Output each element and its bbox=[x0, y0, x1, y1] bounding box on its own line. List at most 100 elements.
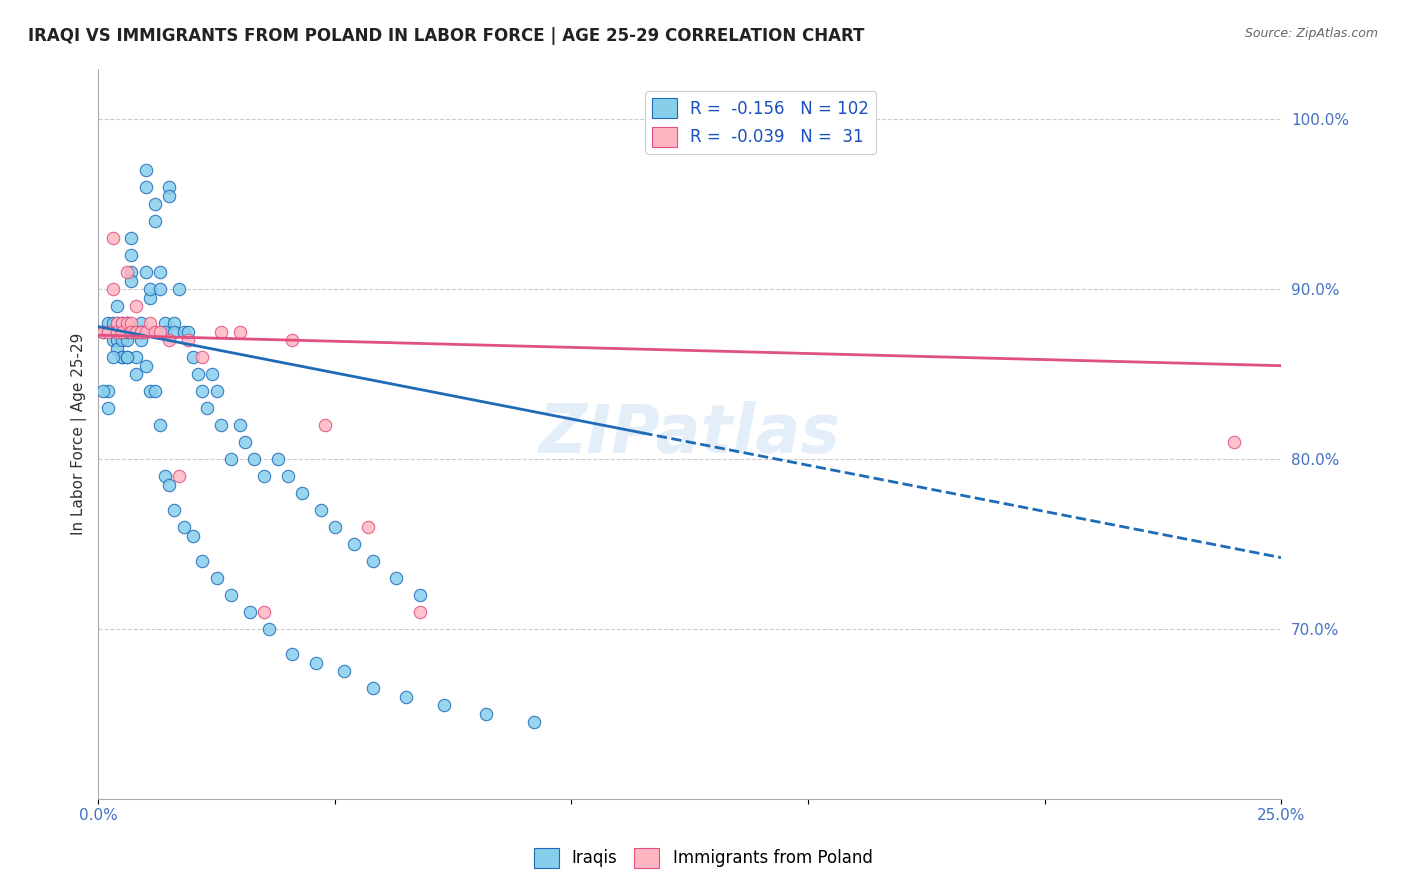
Point bbox=[115, 316, 138, 330]
Point bbox=[149, 265, 172, 279]
Point bbox=[101, 316, 124, 330]
Point bbox=[139, 384, 162, 399]
Point bbox=[91, 325, 114, 339]
Point bbox=[281, 333, 304, 347]
Point bbox=[253, 469, 276, 483]
Point bbox=[111, 350, 134, 364]
Point bbox=[149, 418, 172, 433]
Point bbox=[125, 350, 148, 364]
Point bbox=[121, 274, 143, 288]
Point bbox=[129, 316, 152, 330]
Point bbox=[97, 401, 120, 416]
Point bbox=[101, 231, 124, 245]
Text: ZIPatlas: ZIPatlas bbox=[538, 401, 841, 467]
Point bbox=[191, 350, 214, 364]
Point bbox=[323, 520, 346, 534]
Point bbox=[105, 325, 128, 339]
Point bbox=[314, 418, 336, 433]
Point bbox=[121, 325, 143, 339]
Point bbox=[105, 316, 128, 330]
Point bbox=[97, 325, 120, 339]
Point bbox=[125, 325, 148, 339]
Point bbox=[219, 588, 242, 602]
Point bbox=[267, 452, 290, 467]
Point bbox=[125, 368, 148, 382]
Legend: Iraqis, Immigrants from Poland: Iraqis, Immigrants from Poland bbox=[527, 841, 879, 875]
Point bbox=[129, 325, 152, 339]
Point bbox=[97, 316, 120, 330]
Point bbox=[115, 316, 138, 330]
Point bbox=[105, 299, 128, 313]
Point bbox=[121, 316, 143, 330]
Point bbox=[157, 333, 180, 347]
Point bbox=[167, 469, 190, 483]
Point bbox=[1223, 435, 1246, 450]
Point bbox=[105, 333, 128, 347]
Point bbox=[173, 325, 195, 339]
Point bbox=[143, 197, 166, 211]
Point bbox=[105, 342, 128, 356]
Point bbox=[115, 350, 138, 364]
Point bbox=[115, 265, 138, 279]
Point bbox=[361, 681, 384, 696]
Point bbox=[149, 282, 172, 296]
Point bbox=[101, 282, 124, 296]
Point bbox=[229, 418, 252, 433]
Point bbox=[219, 452, 242, 467]
Point bbox=[111, 325, 134, 339]
Point bbox=[115, 316, 138, 330]
Point bbox=[163, 503, 186, 517]
Point bbox=[129, 325, 152, 339]
Point bbox=[395, 690, 418, 704]
Legend: R =  -0.156   N = 102, R =  -0.039   N =  31: R = -0.156 N = 102, R = -0.039 N = 31 bbox=[645, 92, 876, 153]
Point bbox=[105, 325, 128, 339]
Point bbox=[105, 316, 128, 330]
Point bbox=[181, 350, 204, 364]
Point bbox=[91, 325, 114, 339]
Point bbox=[143, 214, 166, 228]
Point bbox=[305, 656, 328, 670]
Point bbox=[111, 325, 134, 339]
Point bbox=[101, 350, 124, 364]
Point bbox=[111, 325, 134, 339]
Point bbox=[157, 180, 180, 194]
Point bbox=[101, 325, 124, 339]
Point bbox=[157, 189, 180, 203]
Point bbox=[115, 350, 138, 364]
Point bbox=[191, 554, 214, 568]
Point bbox=[139, 282, 162, 296]
Point bbox=[253, 605, 276, 619]
Point bbox=[129, 333, 152, 347]
Point bbox=[153, 469, 176, 483]
Point bbox=[125, 325, 148, 339]
Point bbox=[139, 316, 162, 330]
Point bbox=[333, 665, 356, 679]
Point bbox=[343, 537, 366, 551]
Point bbox=[163, 316, 186, 330]
Point bbox=[111, 333, 134, 347]
Point bbox=[121, 325, 143, 339]
Text: IRAQI VS IMMIGRANTS FROM POLAND IN LABOR FORCE | AGE 25-29 CORRELATION CHART: IRAQI VS IMMIGRANTS FROM POLAND IN LABOR… bbox=[28, 27, 865, 45]
Point bbox=[135, 163, 157, 178]
Point bbox=[149, 325, 172, 339]
Point bbox=[157, 477, 180, 491]
Point bbox=[205, 384, 228, 399]
Point bbox=[97, 384, 120, 399]
Point bbox=[181, 528, 204, 542]
Point bbox=[433, 698, 456, 713]
Point bbox=[135, 359, 157, 373]
Point bbox=[277, 469, 299, 483]
Point bbox=[121, 231, 143, 245]
Point bbox=[125, 325, 148, 339]
Y-axis label: In Labor Force | Age 25-29: In Labor Force | Age 25-29 bbox=[72, 333, 87, 535]
Point bbox=[139, 291, 162, 305]
Text: Source: ZipAtlas.com: Source: ZipAtlas.com bbox=[1244, 27, 1378, 40]
Point bbox=[135, 325, 157, 339]
Point bbox=[163, 325, 186, 339]
Point bbox=[191, 384, 214, 399]
Point bbox=[523, 715, 546, 730]
Point bbox=[135, 180, 157, 194]
Point bbox=[121, 265, 143, 279]
Point bbox=[91, 384, 114, 399]
Point bbox=[281, 648, 304, 662]
